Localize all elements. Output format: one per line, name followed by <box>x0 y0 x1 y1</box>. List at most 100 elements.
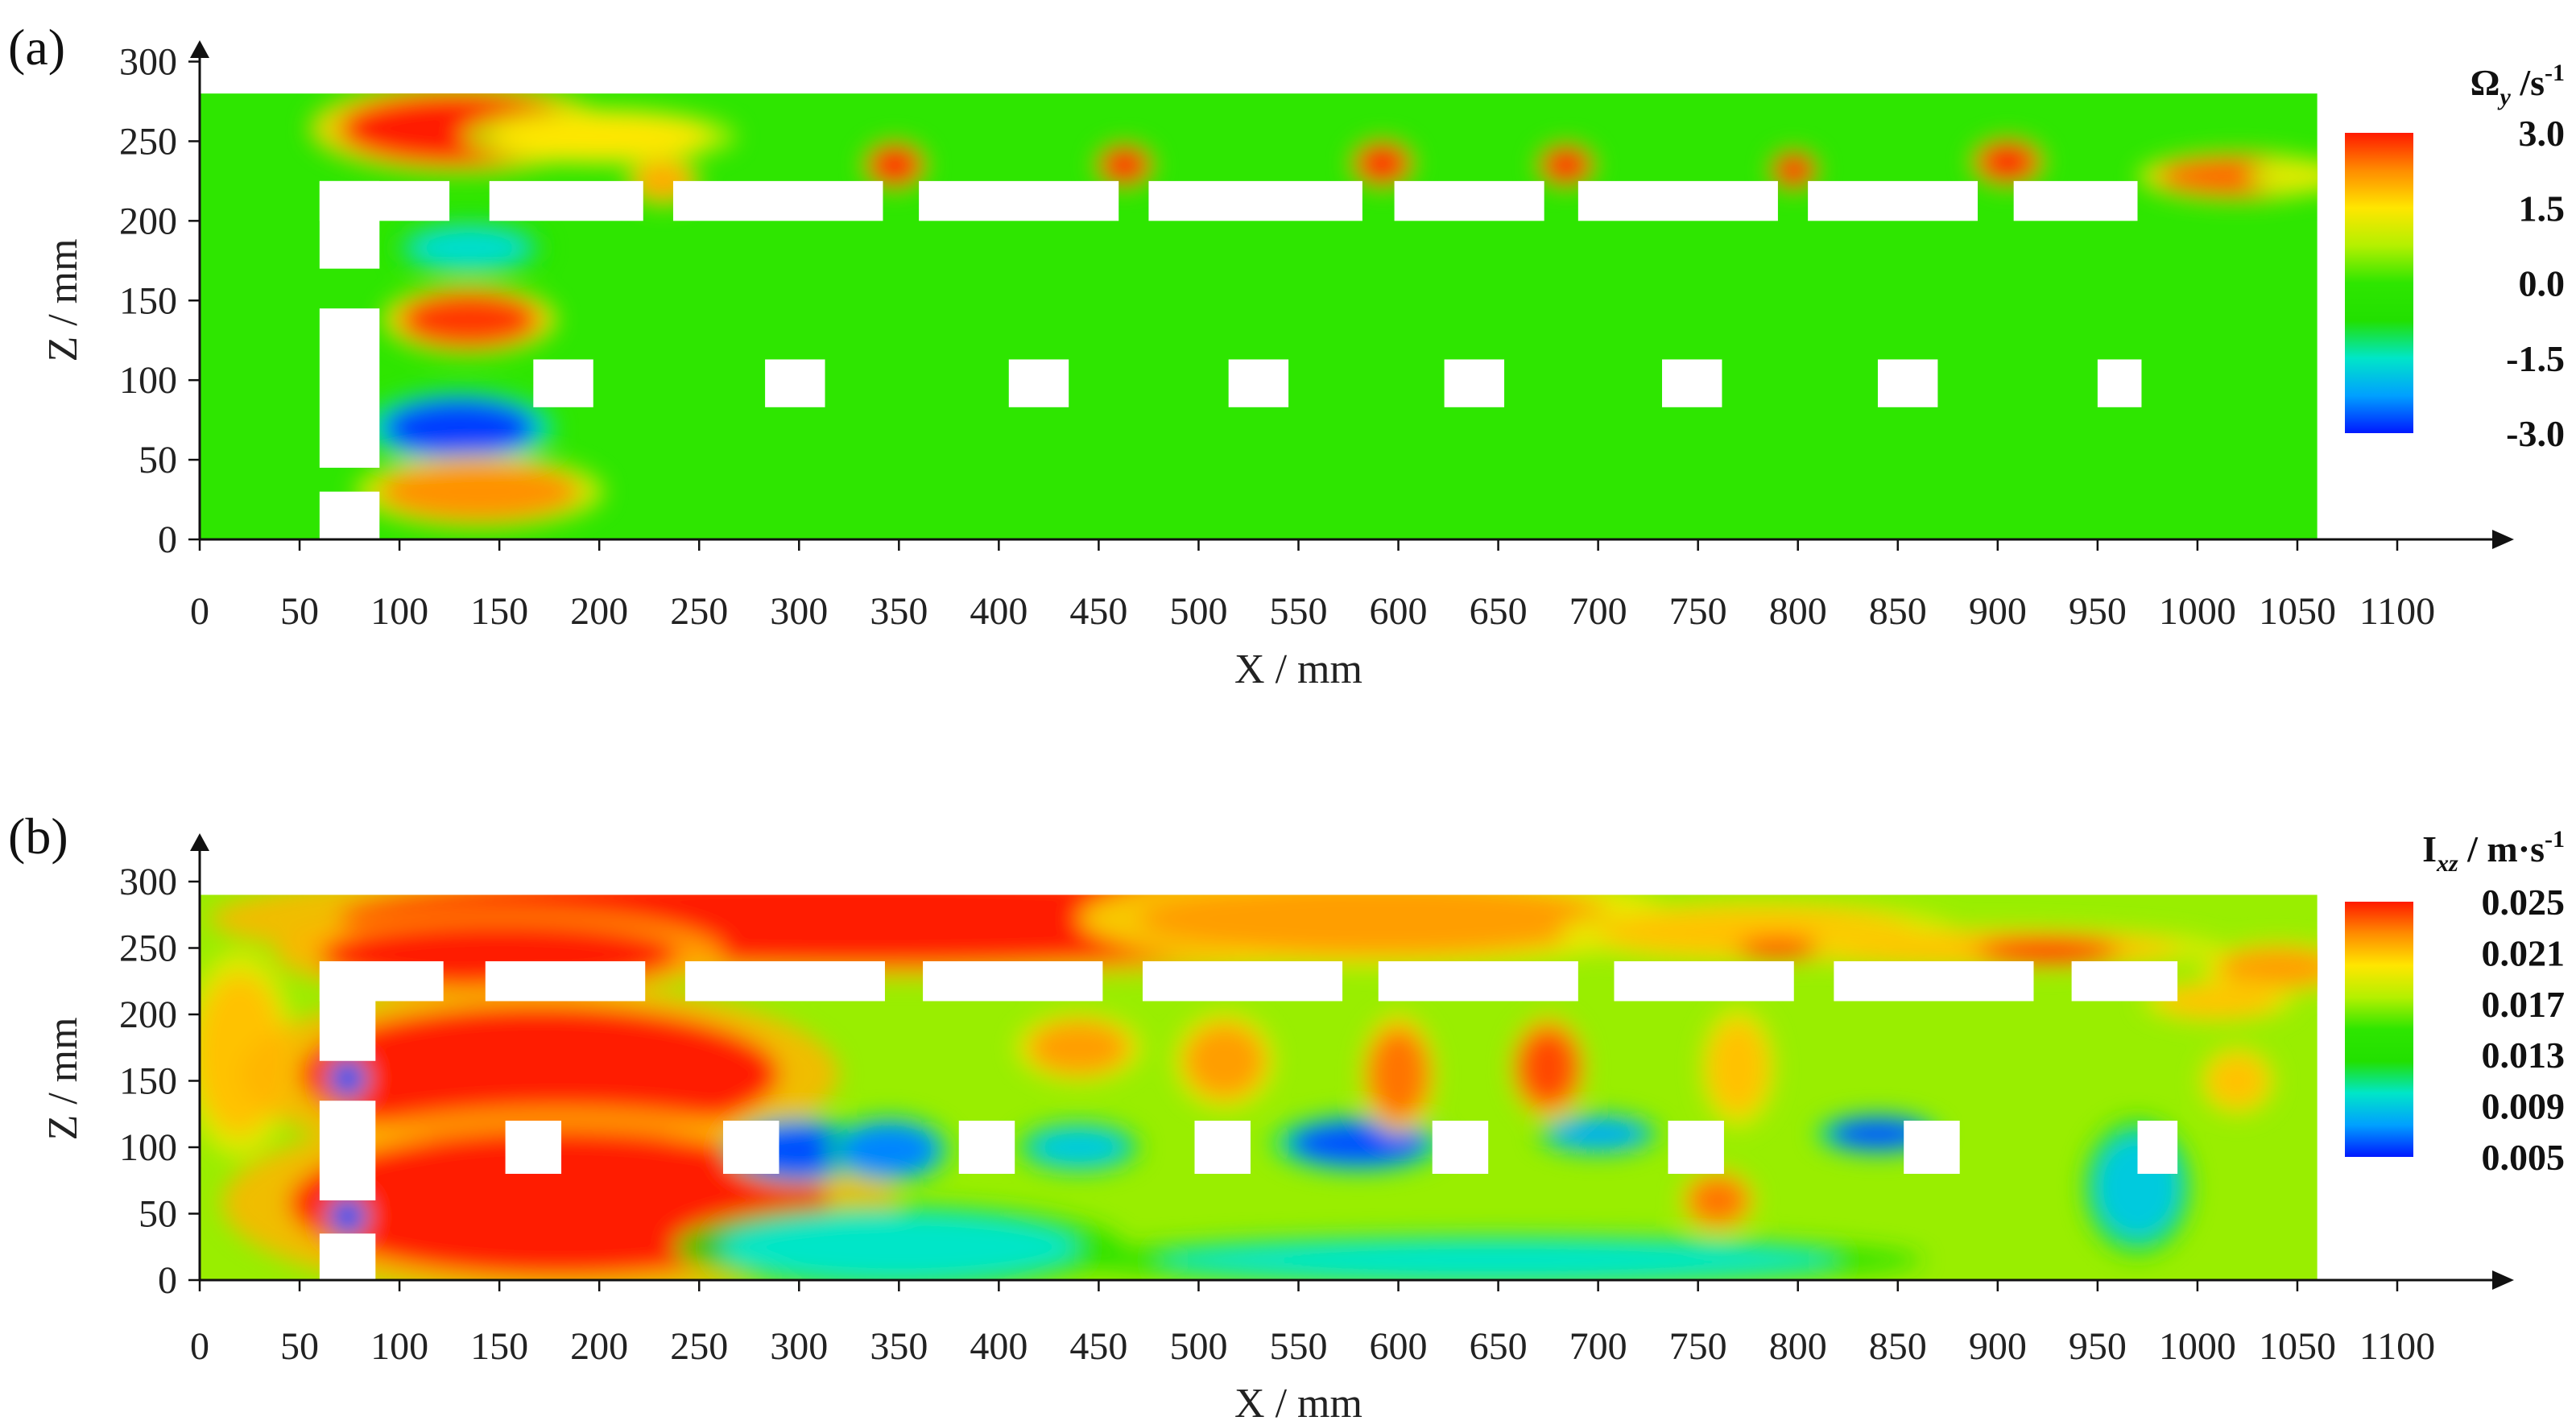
y-axis-arrow <box>190 833 209 851</box>
x-tick-label: 750 <box>1669 1325 1727 1368</box>
blanked-region <box>2071 961 2178 1002</box>
x-tick-label: 400 <box>970 590 1028 633</box>
colorbar-tick-label: 0.017 <box>2482 984 2566 1025</box>
contour-feature <box>1708 1021 1768 1114</box>
blanked-region <box>1394 180 1544 221</box>
contour-field <box>200 93 2318 540</box>
x-tick-label: 750 <box>1669 590 1727 633</box>
x-tick-label: 1100 <box>2359 1325 2435 1368</box>
blanked-region <box>1194 1121 1251 1174</box>
x-tick-label: 550 <box>1270 590 1328 633</box>
x-tick-label: 100 <box>370 590 428 633</box>
blanked-region <box>923 961 1103 1002</box>
contour-feature <box>2157 985 2278 1018</box>
blanked-region <box>958 1121 1015 1174</box>
x-tick-label: 600 <box>1370 1325 1428 1368</box>
x-tick-label: 650 <box>1470 1325 1528 1368</box>
x-tick-label: 300 <box>770 1325 828 1368</box>
blanked-region <box>672 180 883 221</box>
blanked-region <box>1904 1121 1960 1174</box>
y-tick-label: 200 <box>119 993 177 1036</box>
contour-feature <box>1688 1176 1748 1225</box>
contour-feature <box>1978 938 2118 963</box>
blanked-region <box>319 1233 376 1280</box>
x-tick-label: 1000 <box>2159 590 2236 633</box>
contour-feature <box>1548 1117 1648 1150</box>
contour-feature <box>2207 1054 2268 1108</box>
blanked-region <box>1662 359 1722 407</box>
x-tick-label: 0 <box>190 590 209 633</box>
x-tick-label: 1050 <box>2259 1325 2336 1368</box>
blanked-region <box>2013 180 2138 221</box>
contour-feature <box>1158 1240 1838 1280</box>
contour-feature <box>331 1062 364 1094</box>
blanked-region <box>1808 180 1979 221</box>
x-tick-label: 850 <box>1869 590 1927 633</box>
blanked-region <box>319 961 444 1002</box>
x-tick-label: 450 <box>1069 1325 1127 1368</box>
contour-feature <box>719 1213 1079 1280</box>
x-axis-arrow <box>2492 530 2514 549</box>
x-tick-label: 600 <box>1370 590 1428 633</box>
x-axis-label: X / mm <box>1234 646 1362 692</box>
blanked-region <box>1432 1121 1489 1174</box>
blanked-region <box>1142 961 1343 1002</box>
blanked-region <box>1577 180 1778 221</box>
x-tick-label: 250 <box>670 1325 728 1368</box>
contour-feature <box>1978 142 2038 181</box>
x-tick-label: 200 <box>570 1325 628 1368</box>
colorbar-tick-label: -1.5 <box>2506 338 2565 379</box>
blanked-region <box>684 961 885 1002</box>
blanked-region <box>1148 180 1362 221</box>
x-tick-label: 0 <box>190 1325 209 1368</box>
contour-feature <box>1542 147 1590 183</box>
x-tick-label: 150 <box>470 1325 528 1368</box>
blanked-region <box>722 1121 779 1174</box>
colorbar <box>2345 902 2413 1157</box>
contour-feature <box>331 1200 364 1233</box>
blanked-region <box>489 180 643 221</box>
blanked-region <box>319 180 450 221</box>
blanked-region <box>319 308 380 468</box>
x-tick-label: 950 <box>2069 590 2127 633</box>
contour-feature <box>1827 1117 1928 1150</box>
y-tick-label: 0 <box>158 1259 177 1302</box>
contour-feature <box>409 227 530 269</box>
x-tick-label: 900 <box>1969 590 2027 633</box>
y-tick-label: 100 <box>119 359 177 402</box>
x-tick-label: 800 <box>1769 590 1827 633</box>
panel-a: (a) 0 50 100 150 200 250 300 350 400 450 500 550 600… <box>8 19 2565 692</box>
contour-feature <box>1773 154 1814 186</box>
x-tick-label: 700 <box>1569 1325 1627 1368</box>
x-tick-label: 150 <box>470 590 528 633</box>
x-tick-label: 250 <box>670 590 728 633</box>
x-tick-label: 100 <box>370 1325 428 1368</box>
x-tick-label: 50 <box>280 1325 319 1368</box>
colorbar-tick-label: 0.009 <box>2482 1086 2566 1127</box>
colorbar-tick-label: 3.0 <box>2519 113 2566 154</box>
y-tick-label: 0 <box>158 518 177 561</box>
blanked-region <box>1668 1121 1724 1174</box>
colorbar <box>2345 133 2413 433</box>
colorbar-tick-label: 0.013 <box>2482 1035 2566 1076</box>
contour-feature <box>300 1005 779 1144</box>
blanked-region <box>1228 359 1289 407</box>
y-tick-label: 50 <box>139 1193 177 1236</box>
contour-feature <box>2257 162 2318 191</box>
colorbar-title: Ixz / m·s-1 <box>2422 826 2565 877</box>
x-tick-label: 400 <box>970 1325 1028 1368</box>
y-tick-label: 300 <box>119 861 177 903</box>
y-tick-label: 250 <box>119 120 177 163</box>
y-tick-label: 150 <box>119 279 177 322</box>
contour-feature <box>489 114 709 159</box>
x-tick-label: 950 <box>2069 1325 2127 1368</box>
x-tick-label: 1100 <box>2359 590 2435 633</box>
colorbar-tick-label: 0.025 <box>2482 882 2566 923</box>
y-axis-label: Z / mm <box>40 1017 86 1140</box>
blanked-region <box>1444 359 1505 407</box>
blanked-region <box>1008 359 1069 407</box>
x-axis-label: X / mm <box>1234 1381 1362 1425</box>
contour-feature <box>399 292 540 347</box>
blanked-region <box>1378 961 1578 1002</box>
